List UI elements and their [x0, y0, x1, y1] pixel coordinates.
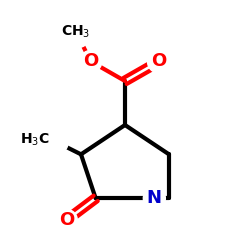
- Text: CH$_3$: CH$_3$: [62, 24, 91, 40]
- Text: O: O: [59, 211, 74, 229]
- Text: O: O: [152, 52, 167, 70]
- Circle shape: [80, 50, 102, 72]
- Text: N: N: [147, 189, 162, 207]
- Circle shape: [55, 209, 77, 231]
- Circle shape: [60, 16, 92, 48]
- Circle shape: [34, 122, 69, 157]
- Text: O: O: [83, 52, 98, 70]
- Circle shape: [143, 187, 165, 209]
- Text: H$_3$C: H$_3$C: [20, 132, 49, 148]
- Circle shape: [148, 50, 171, 73]
